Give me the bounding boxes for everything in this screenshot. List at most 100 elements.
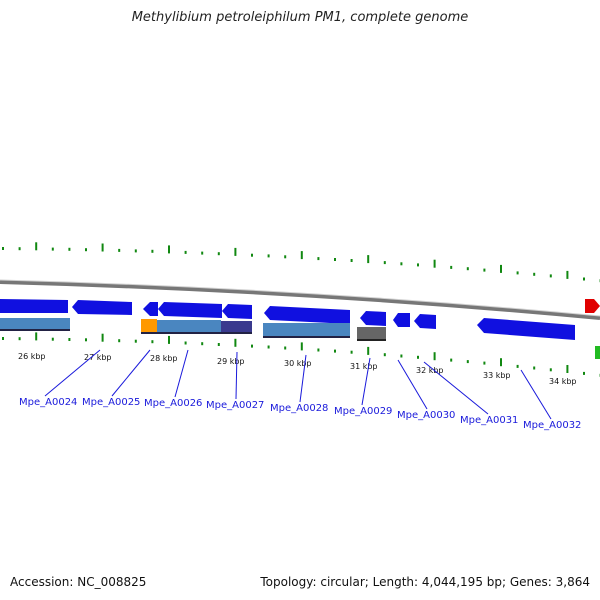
gene-arrow[interactable] — [158, 302, 222, 318]
minor-tick — [184, 341, 187, 345]
gene-label[interactable]: Mpe_A0025 — [82, 397, 140, 408]
minor-tick — [118, 248, 121, 252]
major-tick — [367, 346, 370, 355]
major-tick — [168, 245, 170, 254]
tick-label: 34 kbp — [549, 377, 577, 386]
inner-feature-ring — [0, 318, 600, 359]
scale-labels: 26 kbp 27 kbp 28 kbp 29 kbp 30 kbp 31 kb… — [18, 352, 577, 386]
minor-tick — [284, 346, 287, 350]
tick-label: 32 kbp — [416, 366, 444, 375]
minor-tick — [533, 272, 536, 276]
gene-arrow[interactable] — [414, 314, 436, 329]
green-feature[interactable] — [595, 346, 600, 359]
minor-tick — [85, 338, 87, 342]
tick-label: 26 kbp — [18, 352, 46, 361]
minor-tick — [151, 340, 154, 344]
rna-feature[interactable] — [157, 320, 221, 333]
minor-tick — [251, 253, 253, 257]
minor-tick — [549, 368, 552, 372]
major-tick — [168, 335, 170, 344]
minor-tick — [51, 247, 54, 251]
gray-feature[interactable] — [357, 327, 386, 340]
minor-tick — [516, 271, 519, 275]
minor-tick — [383, 261, 386, 265]
major-tick — [35, 242, 38, 251]
gene-label[interactable]: Mpe_A0032 — [523, 420, 581, 431]
gene-label[interactable]: Mpe_A0026 — [144, 398, 202, 409]
minor-tick — [350, 259, 353, 262]
minor-tick — [68, 247, 71, 251]
gene-label[interactable]: Mpe_A0024 — [19, 397, 77, 408]
gene-arrow[interactable] — [222, 304, 252, 319]
minor-tick — [483, 268, 486, 272]
major-tick — [101, 243, 104, 252]
gene-arrow[interactable] — [477, 318, 575, 340]
minor-tick — [251, 344, 253, 348]
major-tick — [367, 255, 370, 264]
minor-tick — [284, 255, 287, 259]
minor-tick — [400, 354, 403, 358]
minor-tick — [201, 342, 204, 346]
tick-label: 29 kbp — [217, 357, 245, 366]
minor-tick — [217, 252, 220, 256]
gene-arrow[interactable] — [143, 302, 158, 316]
minor-tick — [466, 360, 469, 364]
minor-tick — [516, 364, 519, 368]
minor-tick — [151, 249, 154, 253]
gene-label-leaders — [44, 349, 552, 420]
gene-label[interactable]: Mpe_A0031 — [460, 415, 518, 426]
rna-feature[interactable] — [263, 323, 350, 336]
red-gene-arrow[interactable] — [585, 299, 600, 313]
minor-tick — [317, 348, 320, 352]
major-tick — [234, 247, 237, 256]
genome-backbone — [0, 280, 600, 320]
major-tick — [433, 259, 436, 268]
major-tick — [300, 251, 303, 260]
gene-label[interactable]: Mpe_A0030 — [397, 410, 455, 421]
major-tick — [35, 332, 38, 341]
tick-label: 33 kbp — [483, 371, 511, 380]
gene-arrow[interactable] — [0, 299, 68, 313]
rna-feature[interactable] — [0, 318, 70, 331]
tick-label: 31 kbp — [350, 362, 378, 371]
minor-tick — [334, 349, 336, 353]
minor-tick — [134, 249, 137, 253]
minor-tick — [483, 361, 486, 365]
gene-label[interactable]: Mpe_A0028 — [270, 403, 328, 414]
orange-feature[interactable] — [141, 319, 157, 332]
tick-label: 30 kbp — [284, 359, 312, 368]
major-tick — [101, 333, 104, 342]
minor-tick — [417, 355, 419, 359]
major-tick — [566, 270, 569, 279]
minor-tick — [317, 257, 320, 261]
gene-arrow[interactable] — [393, 313, 410, 327]
minor-tick — [2, 337, 4, 340]
major-tick — [433, 352, 436, 361]
major-tick — [300, 342, 303, 351]
gene-label[interactable]: Mpe_A0027 — [206, 400, 264, 411]
minor-tick — [184, 250, 187, 254]
gene-labels: Mpe_A0024 Mpe_A0025 Mpe_A0026 Mpe_A0027 … — [19, 397, 581, 431]
forward-strand-genes — [0, 299, 600, 340]
tick-label: 28 kbp — [150, 354, 178, 363]
minor-tick — [267, 345, 270, 349]
minor-tick — [450, 358, 453, 362]
gene-arrow[interactable] — [264, 306, 350, 324]
minor-tick — [217, 343, 220, 346]
gene-arrow[interactable] — [360, 311, 386, 326]
minor-tick — [334, 258, 336, 261]
accession-label: Accession: NC_008825 — [10, 575, 147, 589]
minor-tick — [533, 366, 536, 370]
inner-tick-ring — [2, 332, 600, 377]
major-tick — [500, 358, 502, 367]
minor-tick — [466, 267, 469, 271]
minor-tick — [549, 274, 552, 278]
minor-tick — [2, 247, 4, 250]
minor-tick — [583, 371, 585, 375]
gene-label[interactable]: Mpe_A0029 — [334, 406, 392, 417]
minor-tick — [51, 337, 54, 341]
gene-arrow[interactable] — [72, 300, 132, 315]
purple-feature[interactable] — [221, 321, 252, 334]
major-tick — [234, 338, 237, 347]
